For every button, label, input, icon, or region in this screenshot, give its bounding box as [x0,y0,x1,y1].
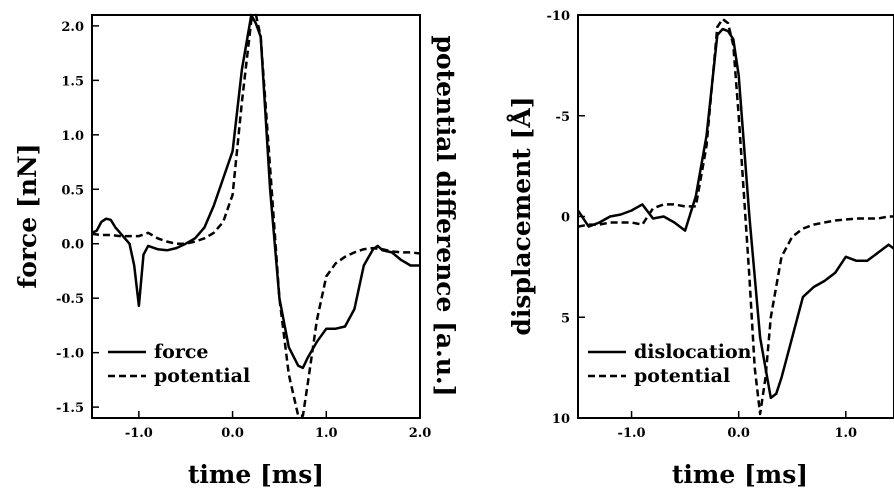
y-tick-label: -5 [556,110,570,125]
legend-label-potential: potential [634,365,730,387]
y-tick-label: -1.0 [56,347,84,362]
y-tick-label: 5 [561,311,570,326]
y-tick-label: -10 [547,9,571,24]
x-tick-label: 1.0 [315,426,338,441]
x-tick-label: 1.0 [834,426,857,441]
x-tick-label: -1.0 [125,426,153,441]
series-line-force [92,13,420,370]
y-tick-label: 0.0 [61,238,84,253]
legend-label-dislocation: dislocation [634,341,752,363]
x-axis-title: time [ms] [672,460,808,489]
y-tick-label: -1.5 [56,401,84,416]
y-tick-label: 0.5 [61,183,84,198]
x-axis-title: time [ms] [188,460,324,489]
legend-label-force: force [154,341,209,363]
x-tick-label: 0.0 [727,426,750,441]
x-tick-label: -1.0 [618,426,646,441]
y-axis-right-title: potential difference [a.u.] [431,35,460,396]
chart-panel-1: -1.0 0.0 1.0 2.0 2.0 1.5 1.0 0.5 0.0 -0.5 -1.0 -1.5… [13,13,460,489]
series-line-dislocation [578,27,894,400]
series-line-potential [92,13,420,418]
y-tick-label: 1.0 [61,129,84,144]
y-tick-label: 0 [561,211,570,226]
y-tick-label: 2.0 [61,20,84,35]
y-tick-label: 10 [552,412,570,427]
x-tick-label: 2.0 [409,426,432,441]
y-axis-title: displacement [Å] [507,96,536,335]
chart-panel-2: -1.0 0.0 1.0 -10 -5 0 5 10 time [ms] displacement… [507,9,894,489]
y-tick-label: 1.5 [61,74,84,89]
x-tick-label: 0.0 [221,426,244,441]
y-axis-title: force [nN] [13,143,42,288]
plot-frame [91,14,421,419]
legend-label-potential: potential [154,365,250,387]
y-tick-label: -0.5 [56,292,84,307]
series-line-potential [578,17,894,416]
